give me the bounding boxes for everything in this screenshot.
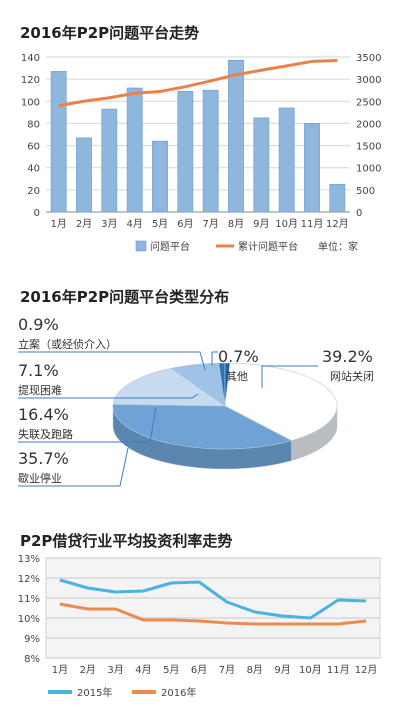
bar: [278, 107, 295, 213]
unit-note: 单位：家: [318, 240, 358, 253]
x-tick-label: 3月: [107, 664, 123, 676]
x-tick-label: 9月: [274, 664, 290, 676]
bar: [202, 89, 219, 213]
x-tick-label: 8月: [247, 664, 263, 676]
slice-percent-label: 35.7%: [18, 449, 69, 468]
y-left-tick-label: 20: [27, 186, 40, 197]
pie-3d-chart: 39.2% 网站关闭 35.7% 歇业停业 16.4% 失联及跑路 7.1% 提现困难 0.9%…: [18, 315, 374, 487]
x-tick-label: 8月: [228, 218, 244, 230]
x-tick-label: 4月: [135, 664, 151, 676]
pie-slice: [112, 367, 226, 407]
y-left-tick-label: 80: [27, 119, 40, 130]
slice-percent-label: 0.9%: [18, 315, 59, 334]
y-left-tick-label: 0: [34, 208, 40, 219]
y-tick-label: 13%: [18, 554, 40, 565]
x-tick-label: 11月: [327, 664, 350, 676]
x-tick-label: 1月: [50, 218, 66, 230]
bar: [126, 87, 143, 213]
slice-name-label: 歇业停业: [18, 471, 62, 485]
y-right-tick-label: 3000: [356, 75, 381, 86]
slice-name-label: 失联及跑路: [18, 427, 73, 441]
bar: [329, 184, 346, 213]
x-tick-label: 6月: [191, 664, 207, 676]
slice-name-label: 立案（或经侦介入）: [18, 337, 117, 351]
chart2-title: 2016年P2P问题平台类型分布: [20, 288, 230, 306]
leader-line: [18, 407, 157, 443]
legend-label: 问题平台: [150, 240, 190, 253]
slice-name-label: 提现困难: [18, 384, 62, 397]
slice-percent-label: 16.4%: [18, 405, 69, 424]
x-tick-label: 5月: [163, 664, 179, 676]
slice-percent-label: 39.2%: [322, 347, 373, 366]
x-tick-label: 4月: [126, 218, 142, 230]
legend-label: 累计问题平台: [238, 240, 298, 253]
y-right-tick-label: 1500: [356, 142, 381, 153]
pie-slice: [170, 362, 226, 407]
y-right-tick-label: 2000: [356, 119, 381, 130]
bar: [228, 60, 244, 213]
leader-line: [261, 365, 318, 388]
y-tick-label: 9%: [24, 634, 40, 645]
slice-percent-label: 0.7%: [218, 347, 259, 366]
x-tick-label: 10月: [275, 218, 298, 230]
x-tick-label: 7月: [219, 664, 235, 676]
slice-percent-label: 7.1%: [18, 361, 59, 380]
bar: [304, 123, 320, 213]
x-tick-label: 3月: [101, 218, 117, 230]
bar: [50, 71, 67, 213]
slice-name-label: 网站关闭: [330, 369, 374, 383]
x-tick-label: 5月: [152, 218, 168, 230]
bar: [177, 91, 194, 213]
legend-swatch-bar: [135, 240, 147, 252]
y-left-tick-label: 40: [27, 164, 40, 175]
chart3-title: P2P借贷行业平均投资利率走势: [20, 532, 233, 550]
legend-label: 2015年: [77, 686, 112, 699]
y-tick-label: 12%: [18, 574, 40, 585]
y-tick-label: 10%: [18, 614, 40, 625]
y-right-tick-label: 500: [356, 186, 375, 197]
y-left-tick-label: 100: [21, 97, 40, 108]
y-right-tick-label: 0: [356, 208, 362, 219]
cumulative-line: [58, 59, 338, 108]
bar: [76, 137, 92, 213]
slice-name-label: 其他: [226, 370, 248, 383]
y-left-tick-label: 60: [27, 142, 40, 153]
leader-line: [18, 393, 199, 399]
y-right-tick-label: 1000: [356, 164, 381, 175]
leader-line: [211, 351, 218, 366]
pie-slice: [112, 404, 293, 450]
y-left-tick-label: 140: [21, 53, 40, 64]
y-right-tick-label: 3500: [356, 53, 381, 64]
series-line: [59, 578, 367, 620]
rate-line-chart: 8% 9% 10% 11% 12% 13% 1月 2月 3月 4月 5月 6月 7月 8月 9月 10月 11…: [18, 554, 381, 699]
bar: [101, 108, 118, 213]
y-right-tick-label: 2500: [356, 97, 381, 108]
x-tick-label: 11月: [301, 218, 324, 230]
bar: [152, 140, 168, 213]
x-tick-label: 6月: [177, 218, 193, 230]
leader-line: [18, 351, 206, 371]
y-left-tick-label: 120: [21, 75, 40, 86]
x-tick-label: 12月: [355, 664, 378, 676]
bar: [253, 117, 270, 213]
x-tick-label: 12月: [326, 218, 349, 230]
x-tick-label: 10月: [299, 664, 322, 676]
series-line: [59, 602, 367, 626]
x-tick-label: 2月: [80, 664, 96, 676]
x-tick-label: 7月: [202, 218, 218, 230]
x-tick-label: 1月: [52, 664, 68, 676]
legend-label: 2016年: [161, 686, 196, 699]
y-tick-label: 11%: [18, 594, 40, 605]
combo-bar-line-chart: 0 20 40 60 80 100 120 140 0 500 1000 1500 2000 2500 3…: [21, 53, 382, 253]
y-tick-label: 8%: [24, 654, 40, 665]
x-tick-label: 9月: [253, 218, 269, 230]
x-tick-label: 2月: [76, 218, 92, 230]
leader-line: [18, 447, 129, 487]
chart1-title: 2016年P2P问题平台走势: [20, 24, 200, 42]
